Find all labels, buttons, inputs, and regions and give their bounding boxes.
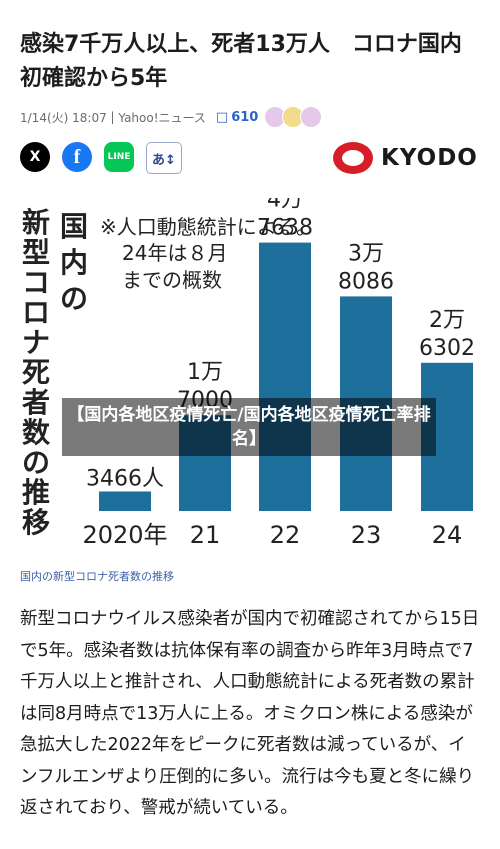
chart-image: 国内の新型コロナ死者数の推移 ※人口動態統計による。 24年は８月 までの概数 34… [0, 188, 500, 560]
article-title: 感染7千万人以上、死者13万人 コロナ国内初確認から5年 [20, 32, 462, 91]
bottom-fade [0, 831, 500, 849]
chart-vertical-title: 国内の新型コロナ死者数の推移 [22, 206, 88, 539]
chart-category-label: 23 [351, 521, 382, 549]
chart-data-label: 6302 [419, 336, 475, 361]
chart-data-label: 1万 [187, 360, 223, 385]
line-share-icon[interactable]: LINE [104, 142, 134, 172]
chart-title-char: コ [22, 266, 50, 299]
chart-note-partial: 24年は８月 [122, 241, 227, 265]
article-date: 1/14(火) 18:07 [20, 110, 107, 125]
chart-title-char: 数 [22, 416, 51, 449]
chart-title-char: 者 [22, 386, 50, 419]
chart-title-char: ロ [22, 296, 50, 329]
kyodo-logo-icon [333, 142, 373, 174]
comment-icon[interactable]: □ [215, 109, 229, 125]
chart-caption: 国内の新型コロナ死者数の推移 [20, 570, 174, 583]
chart-data-label: 7638 [257, 216, 313, 241]
reaction-face-icon [300, 106, 323, 128]
chart-title-char: ナ [22, 326, 50, 359]
meta-separator: | [106, 110, 119, 124]
chart-category-label: 22 [270, 521, 301, 549]
chart-title-char: の [22, 446, 50, 479]
chart-data-label: 3万 [348, 241, 384, 266]
chart-title-char: 推 [22, 476, 50, 509]
chart-note-partial: までの概数 [122, 268, 222, 292]
chart-data-label: 2万 [429, 308, 465, 333]
chart-category-label: 24 [432, 521, 463, 549]
chart-bar [99, 491, 151, 511]
font-size-button[interactable]: あ↕ [146, 142, 182, 174]
article-source[interactable]: Yahoo!ニュース [118, 110, 206, 125]
reaction-faces[interactable] [264, 106, 323, 128]
chart-bar [259, 242, 311, 511]
comment-count[interactable]: 610 [231, 109, 259, 125]
article-meta: 1/14(火) 18:07 | Yahoo!ニュース □ 610 [20, 106, 323, 128]
kyodo-logo-text: KYODO [381, 145, 478, 171]
share-bar: X f LINE あ↕ [20, 142, 182, 174]
chart-data-label: 8086 [338, 269, 394, 294]
chart-title-char: 新 [22, 206, 50, 239]
chart-title-char: 型 [22, 236, 50, 269]
kyodo-logo: KYODO [333, 142, 478, 174]
chart-category-labels: 2020年 21 22 23 24 [82, 521, 462, 549]
chart-category-label: 2020年 [82, 521, 167, 549]
chart-title-char: 国 [60, 210, 88, 243]
chart-category-label: 21 [190, 521, 221, 549]
chart-title-char: 内 [60, 246, 88, 279]
chart-data-label: 4万 [267, 198, 303, 213]
chart-title-char: 死 [22, 356, 50, 389]
chart-title-char: 移 [22, 506, 50, 539]
headline-overlay[interactable]: 【国内各地区疫情死亡/国内各地区疫情死亡率排名】 [62, 398, 436, 456]
article-body: 新型コロナウイルス感染者が国内で初確認されてから15日で5年。感染者数は抗体保有… [20, 609, 480, 818]
x-share-icon[interactable]: X [20, 142, 50, 172]
facebook-share-icon[interactable]: f [62, 142, 92, 172]
chart-data-label: 3466人 [86, 466, 164, 491]
chart-title-char: の [60, 282, 88, 315]
chart-note-source: ※人口動態統計による。 [100, 215, 316, 239]
